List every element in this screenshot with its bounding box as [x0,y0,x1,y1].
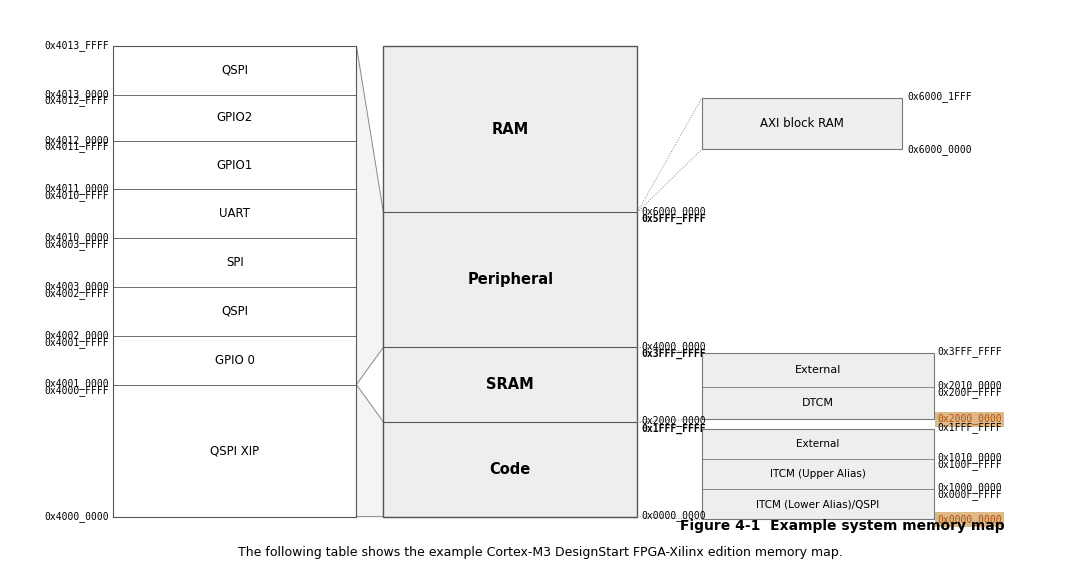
Text: 0x2010_0000: 0x2010_0000 [937,380,1002,391]
Text: 0x000F_FFFF: 0x000F_FFFF [937,488,1002,500]
Text: 0x100F_FFFF: 0x100F_FFFF [937,459,1002,470]
Text: 0x200F_FFFF: 0x200F_FFFF [937,387,1002,398]
Text: 0x0000_0000: 0x0000_0000 [642,510,706,521]
Text: 0x4012_FFFF: 0x4012_FFFF [44,95,109,107]
Text: 0x4000_FFFF: 0x4000_FFFF [44,385,109,397]
Text: 0x4000_0000: 0x4000_0000 [44,511,109,522]
Text: 0x4001_0000: 0x4001_0000 [44,378,109,390]
Text: 0x4002_FFFF: 0x4002_FFFF [44,288,109,299]
Text: QSPI: QSPI [221,64,248,77]
Text: 0x4000_0000: 0x4000_0000 [642,340,706,352]
Text: 0x2000_0000: 0x2000_0000 [937,413,1002,425]
Polygon shape [356,385,383,517]
Text: 0x4003_0000: 0x4003_0000 [44,281,109,292]
Bar [383,46,637,517]
Text: 0x4003_FFFF: 0x4003_FFFF [44,239,109,250]
Text: 0x4001_FFFF: 0x4001_FFFF [44,336,109,348]
Text: QSPI XIP: QSPI XIP [211,444,259,457]
Text: 0x4011_0000: 0x4011_0000 [44,183,109,195]
Bar [702,98,902,149]
Text: 0x4011_FFFF: 0x4011_FFFF [44,141,109,153]
Text: QSPI: QSPI [221,305,248,318]
Text: 0x3FFF_FFFF: 0x3FFF_FFFF [937,346,1002,358]
Text: 0x3FFF_FFFF: 0x3FFF_FFFF [642,349,706,359]
Text: 0x1010_0000: 0x1010_0000 [937,452,1002,463]
Text: 0x4012_0000: 0x4012_0000 [44,134,109,146]
Text: 0x0000_0000: 0x0000_0000 [937,514,1002,525]
Text: 0x1FFF_FFFF: 0x1FFF_FFFF [642,424,706,434]
Text: 0x4013_0000: 0x4013_0000 [44,88,109,100]
Bar [113,46,356,517]
Bar [702,353,934,419]
Text: GPIO1: GPIO1 [217,158,253,172]
Text: Code: Code [489,461,531,477]
Text: RAM: RAM [491,122,529,137]
Text: The following table shows the example Cortex-M3 DesignStart FPGA-Xilinx edition : The following table shows the example Co… [238,546,842,560]
Text: 0x4010_0000: 0x4010_0000 [44,232,109,243]
Text: 0x1FFF_FFFF: 0x1FFF_FFFF [937,422,1002,433]
Text: 0x5FFF_FFFF: 0x5FFF_FFFF [642,214,706,224]
Text: Figure 4-1  Example system memory map: Figure 4-1 Example system memory map [680,519,1004,533]
Text: SPI: SPI [226,256,244,269]
Text: AXI block RAM: AXI block RAM [760,117,843,130]
Text: 0x6000_0000: 0x6000_0000 [907,144,972,155]
Text: External: External [795,365,841,375]
Text: 0x4002_0000: 0x4002_0000 [44,329,109,341]
Bar [702,429,934,519]
Text: 0x4013_FFFF: 0x4013_FFFF [44,40,109,52]
Text: 0x6000_0000: 0x6000_0000 [642,205,706,217]
Text: Peripheral: Peripheral [468,272,553,288]
Text: ITCM (Upper Alias): ITCM (Upper Alias) [770,469,866,479]
Text: 0x4010_FFFF: 0x4010_FFFF [44,190,109,201]
Text: 0x6000_1FFF: 0x6000_1FFF [907,91,972,102]
Text: GPIO2: GPIO2 [217,111,253,124]
Text: DTCM: DTCM [802,398,834,408]
Text: GPIO 0: GPIO 0 [215,354,255,367]
Text: 0x1000_0000: 0x1000_0000 [937,482,1002,493]
Text: 0x2000_0000: 0x2000_0000 [642,415,706,426]
Text: SRAM: SRAM [486,377,535,392]
Text: UART: UART [219,207,251,220]
Text: External: External [796,439,840,449]
Polygon shape [356,46,383,385]
Text: ITCM (Lower Alias)/QSPI: ITCM (Lower Alias)/QSPI [756,499,880,509]
